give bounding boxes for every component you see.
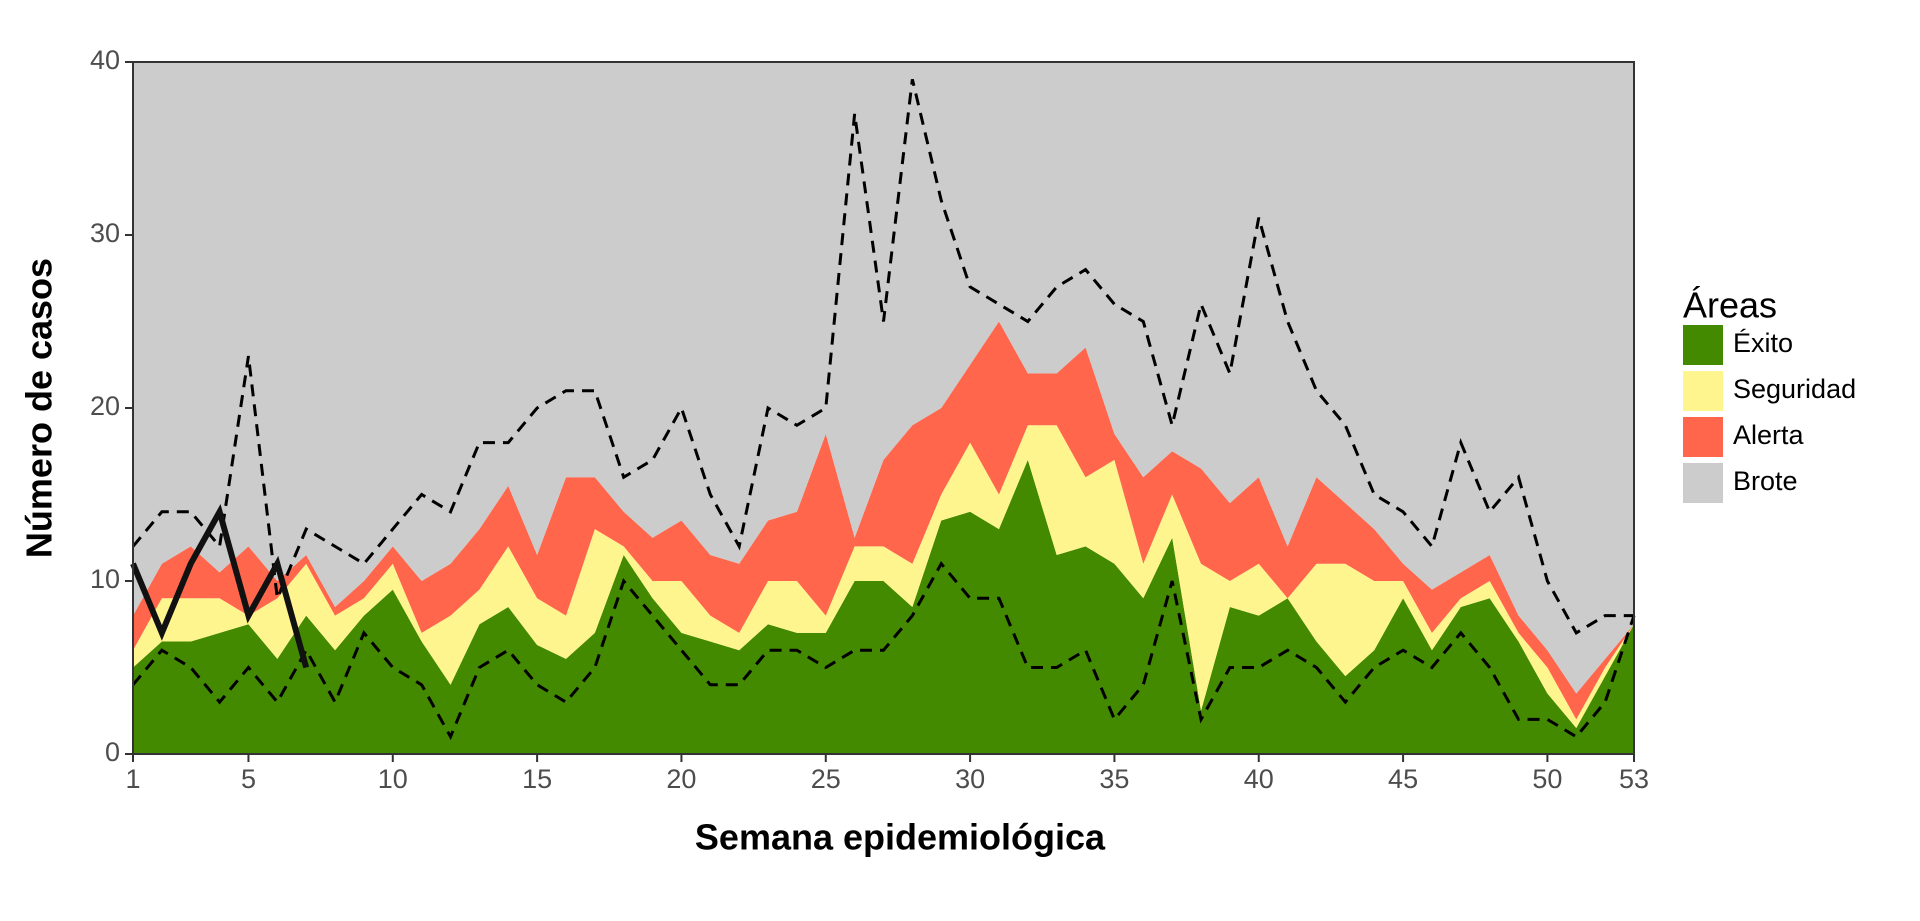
x-tick-label: 15 bbox=[522, 764, 552, 794]
legend-title: Áreas bbox=[1683, 285, 1777, 326]
y-tick-label: 0 bbox=[105, 737, 120, 767]
y-tick-label: 10 bbox=[90, 564, 120, 594]
x-tick-label: 45 bbox=[1388, 764, 1418, 794]
area bbox=[133, 425, 1634, 729]
y-axis-label: Número de casos bbox=[19, 258, 60, 558]
x-tick-label: 25 bbox=[811, 764, 841, 794]
x-tick-label: 5 bbox=[241, 764, 256, 794]
x-tick-label: 40 bbox=[1244, 764, 1274, 794]
x-tick-label: 50 bbox=[1532, 764, 1562, 794]
legend-swatch bbox=[1683, 417, 1723, 457]
line bbox=[131, 561, 1636, 741]
x-tick-label: 53 bbox=[1619, 764, 1649, 794]
legend-label: Seguridad bbox=[1733, 374, 1856, 404]
line bbox=[130, 503, 310, 669]
legend-swatch bbox=[1683, 371, 1723, 411]
x-tick-label: 20 bbox=[666, 764, 696, 794]
legend-label: Brote bbox=[1733, 466, 1798, 496]
x-tick-label: 1 bbox=[125, 764, 140, 794]
y-tick-label: 20 bbox=[90, 391, 120, 421]
legend-label: Alerta bbox=[1733, 420, 1805, 450]
y-tick-label: 40 bbox=[90, 45, 120, 75]
line bbox=[131, 78, 1634, 635]
area bbox=[133, 321, 1634, 720]
x-tick-label: 10 bbox=[378, 764, 408, 794]
x-tick-label: 35 bbox=[1099, 764, 1129, 794]
legend-swatch bbox=[1683, 463, 1723, 503]
area bbox=[133, 459, 1634, 754]
legend-swatch bbox=[1683, 325, 1723, 365]
legend-label: Éxito bbox=[1733, 328, 1793, 358]
x-axis-label: Semana epidemiológica bbox=[695, 817, 1106, 858]
y-tick-label: 30 bbox=[90, 218, 120, 248]
x-tick-label: 30 bbox=[955, 764, 985, 794]
